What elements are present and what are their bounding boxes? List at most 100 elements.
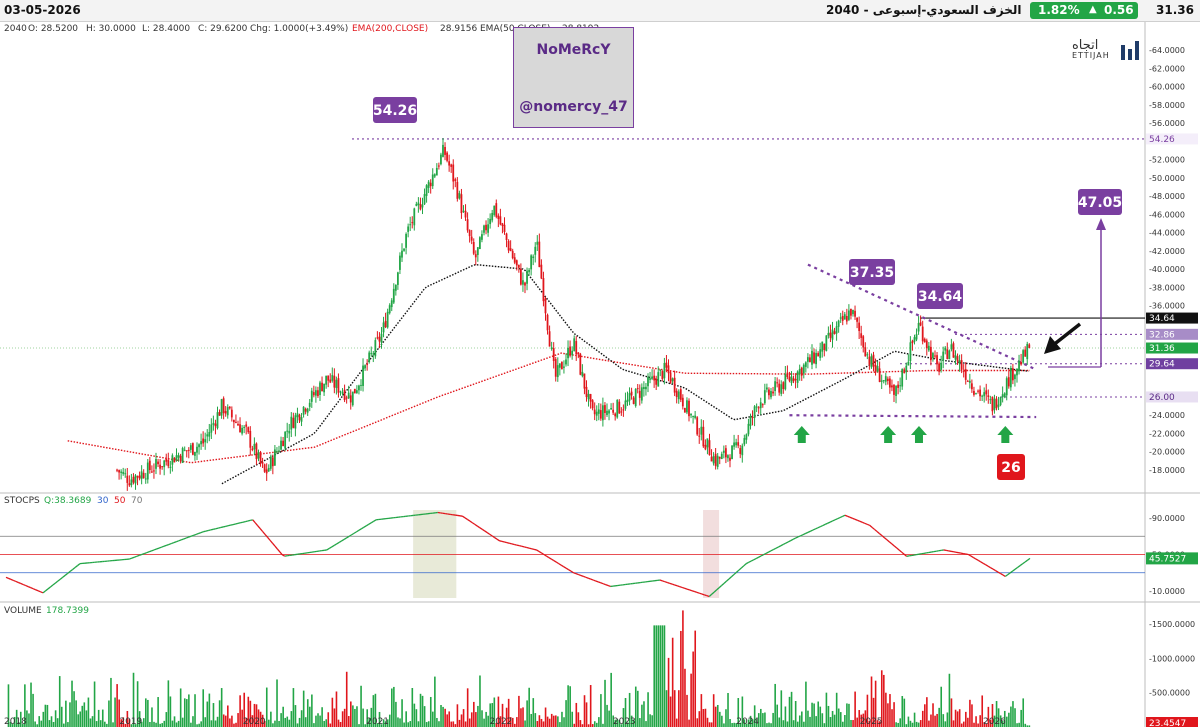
stoch-segment [686, 588, 690, 591]
volume-bar [9, 721, 12, 727]
stoch-segment [733, 571, 737, 576]
candle-body [517, 264, 520, 268]
volume-bar [378, 711, 381, 727]
candle-body [370, 353, 373, 355]
volume-bar [716, 704, 719, 727]
volume-bar [602, 723, 604, 727]
volume-bar [69, 702, 71, 727]
volume-bar [585, 702, 588, 727]
stoch-segment [193, 533, 197, 536]
stoch-segment [553, 560, 557, 563]
volume-bar [376, 723, 379, 727]
high1-label: 37.35 [850, 265, 894, 281]
change-value: 0.56 [1104, 3, 1134, 17]
volume-bar [71, 680, 73, 727]
candle-body [948, 350, 951, 360]
volume-bar [26, 710, 28, 727]
volume-bar [552, 715, 555, 727]
volume-bar [930, 714, 932, 727]
candle-body [489, 218, 492, 225]
volume-bar [473, 701, 475, 727]
target-box [1078, 189, 1122, 215]
candle-body [472, 241, 475, 254]
volume-bar [382, 719, 385, 727]
candle-body [864, 347, 867, 357]
volume-bar [300, 710, 303, 727]
volume-bar [220, 688, 223, 727]
volume-bar [235, 722, 237, 727]
candle-body [677, 391, 680, 400]
volume-bar [950, 698, 953, 727]
candle-body [686, 400, 688, 413]
volume-bar [112, 722, 114, 727]
volume-bar [257, 709, 260, 727]
volume-name: VOLUME [4, 606, 42, 616]
candle-body [612, 409, 615, 413]
volume-bar [833, 714, 836, 727]
volume-bar [725, 709, 727, 727]
price-tick-label: -36.0000 [1149, 302, 1185, 311]
candle-body [809, 357, 811, 363]
candle-body [526, 270, 528, 284]
stoch-shaded-zone [413, 510, 457, 598]
volume-bar [99, 720, 102, 727]
candle-body [437, 165, 440, 167]
stoch-segment [684, 587, 688, 590]
volume-bar [54, 710, 57, 727]
stoch-segment [852, 517, 856, 520]
candle-body [257, 452, 260, 459]
volume-bar [530, 713, 533, 727]
candle-body [341, 392, 344, 394]
volume-bar [854, 691, 856, 727]
stoch-segment [363, 525, 367, 528]
stoch-segment [74, 565, 78, 569]
volume-bar [620, 724, 623, 727]
volume-bar [339, 721, 342, 727]
chart-area[interactable]: 2040 O: 28.5200 H: 30.0000 L: 28.4000 C:… [0, 22, 1200, 727]
candle-body [718, 456, 721, 459]
volume-bar [747, 719, 750, 727]
candle-body [485, 224, 487, 231]
candle-body [679, 389, 682, 400]
volume-bar [169, 696, 172, 727]
volume-bar [772, 712, 774, 727]
volume-bar [331, 697, 334, 727]
stoch-segment [276, 548, 281, 553]
stoch-segment [180, 538, 184, 541]
candle-body [126, 475, 129, 483]
candle-body [747, 423, 750, 435]
candle-body [741, 445, 744, 456]
volume-bar [83, 702, 86, 727]
candle-body [267, 467, 270, 472]
volume-bar [729, 719, 731, 727]
stoch-segment [1017, 565, 1021, 568]
candle-body [1020, 362, 1022, 365]
stoch-segment [1022, 561, 1026, 565]
support-up-arrow-icon [880, 426, 897, 443]
volume-bar [409, 721, 412, 727]
candle-body [714, 453, 717, 466]
volume-bar [801, 711, 803, 727]
volume-bar [975, 716, 977, 727]
candle-body [733, 442, 735, 447]
volume-bar [343, 708, 346, 727]
year-tick-label: 2023 [613, 717, 636, 727]
candle-body [501, 223, 504, 227]
stoch-segment [667, 581, 670, 584]
volume-bar [1014, 708, 1016, 727]
volume-bar [962, 721, 965, 727]
candle-body [993, 398, 996, 410]
stoch-segment [550, 558, 555, 562]
stoch-segment [874, 528, 878, 533]
candle-body [368, 352, 371, 363]
candle-body [222, 398, 225, 414]
volume-bar [167, 680, 170, 727]
candle-body [362, 365, 364, 387]
stoch-segment [47, 586, 51, 590]
candle-body [876, 366, 879, 372]
candle-body [825, 335, 828, 351]
candle-body [743, 438, 746, 445]
volume-bar [274, 720, 276, 727]
candle-body [399, 255, 401, 270]
volume-bar [36, 724, 38, 727]
